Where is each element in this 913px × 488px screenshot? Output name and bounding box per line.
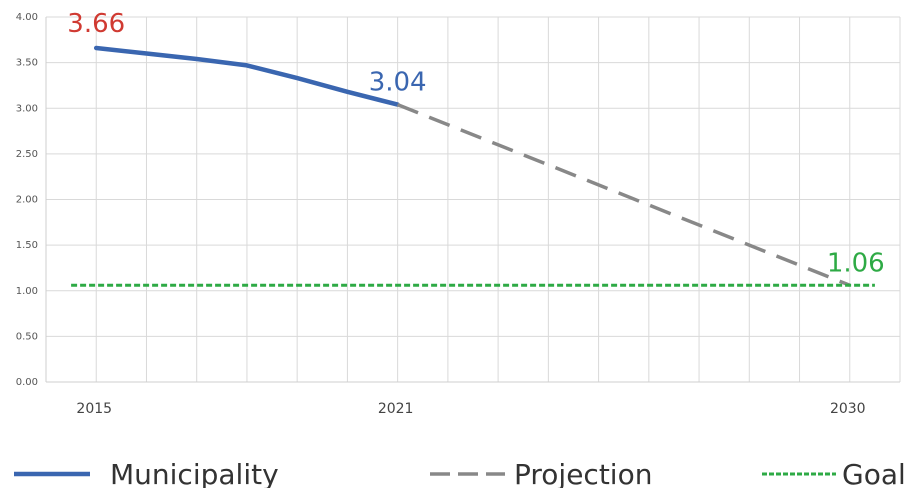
x-tick-label: 2030 [830,401,866,417]
y-tick-label: 2.50 [16,149,38,160]
y-tick-label: 1.50 [16,240,38,251]
axes [45,17,900,383]
y-tick-label: 1.00 [16,286,38,297]
data-label: 3.66 [67,9,125,39]
data-label: 1.06 [827,248,885,278]
x-tick-labels: 2015 2021 2030 [76,401,865,417]
legend-label-goal: Goal [842,458,906,488]
data-label: 3.04 [369,68,427,98]
legend-label-projection: Projection [514,458,652,488]
y-tick-label: 0.00 [16,377,38,388]
y-tick-label: 0.50 [16,331,38,342]
data-labels: 3.66 3.04 1.06 [67,9,884,278]
x-tick-label: 2015 [76,401,112,417]
x-tick-label: 2021 [378,401,414,417]
y-tick-labels: 0.00 0.50 1.00 1.50 2.00 2.50 3.00 3.50 4.00 [16,12,38,388]
legend-label-municipality: Municipality [110,458,279,488]
series-line-municipality [93,45,400,107]
y-tick-label: 2.00 [16,195,38,206]
legend: Municipality Projection Goal [14,458,906,488]
series [71,45,875,287]
grid [46,16,901,383]
y-tick-label: 3.50 [16,58,38,69]
y-tick-label: 3.00 [16,103,38,114]
y-tick-label: 4.00 [16,12,38,23]
series-line-projection [396,102,851,287]
